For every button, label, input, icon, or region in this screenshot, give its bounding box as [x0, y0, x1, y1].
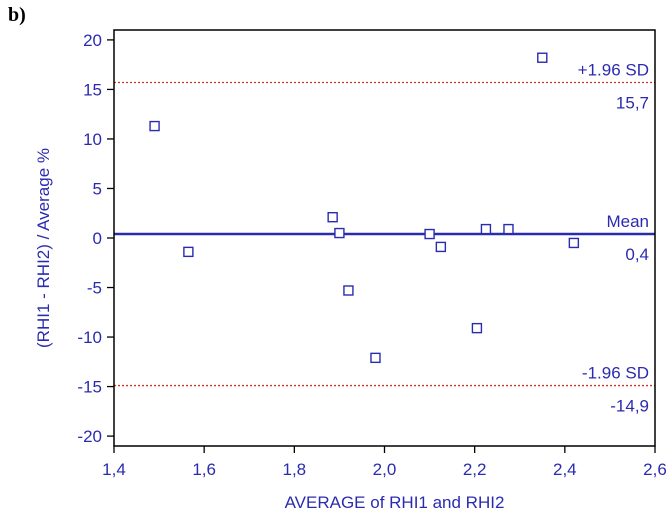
y-tick-label: 15 [83, 80, 102, 99]
reference-line-value: -14,9 [610, 397, 649, 416]
data-point [343, 285, 354, 296]
x-tick-label: 2,4 [553, 460, 577, 479]
x-tick-label: 1,4 [102, 460, 126, 479]
x-tick-label: 2,6 [643, 460, 667, 479]
y-tick-label: 20 [83, 31, 102, 50]
data-point [568, 237, 580, 249]
reference-line-value: 0,4 [625, 245, 649, 264]
y-axis-ticks: 20 15 10 5 0 -5 -10 -15 -20 [77, 31, 114, 446]
panel-label: b) [8, 4, 26, 26]
y-tick-label: -10 [77, 328, 102, 347]
data-point [424, 228, 435, 240]
y-tick-label: 5 [93, 179, 102, 198]
y-tick-label: -5 [87, 279, 102, 298]
x-tick-label: 2,2 [463, 460, 487, 479]
x-tick-label: 1,8 [283, 460, 307, 479]
y-tick-label: -20 [77, 427, 102, 446]
data-point [435, 241, 447, 253]
y-axis-title: (RHI1 - RHI2) / Average % [34, 148, 53, 348]
data-point [471, 322, 483, 334]
reference-lines [114, 81, 655, 387]
x-axis-title: AVERAGE of RHI1 and RHI2 [285, 493, 505, 512]
reference-line-name: Mean [606, 212, 649, 231]
data-points [149, 52, 580, 364]
data-point [480, 223, 492, 235]
data-point [183, 246, 194, 258]
data-point [503, 223, 514, 235]
data-point [334, 227, 345, 239]
data-point [370, 352, 381, 364]
x-tick-label: 1,6 [192, 460, 216, 479]
y-tick-label: 10 [83, 130, 102, 149]
reference-line-name: +1.96 SD [578, 60, 649, 79]
data-point [149, 120, 160, 132]
reference-line-labels: +1.96 SD 15,7 Mean 0,4 -1.96 SD -14,9 [578, 60, 649, 415]
data-point [537, 52, 548, 63]
reference-line-value: 15,7 [616, 93, 649, 112]
x-tick-label: 2,0 [373, 460, 397, 479]
y-tick-label: -15 [77, 378, 102, 397]
x-axis-ticks: 1,4 1,6 1,8 2,0 2,2 2,4 2,6 [102, 446, 667, 479]
y-tick-label: 0 [93, 229, 102, 248]
reference-line-name: -1.96 SD [582, 364, 649, 383]
data-point [327, 211, 338, 223]
